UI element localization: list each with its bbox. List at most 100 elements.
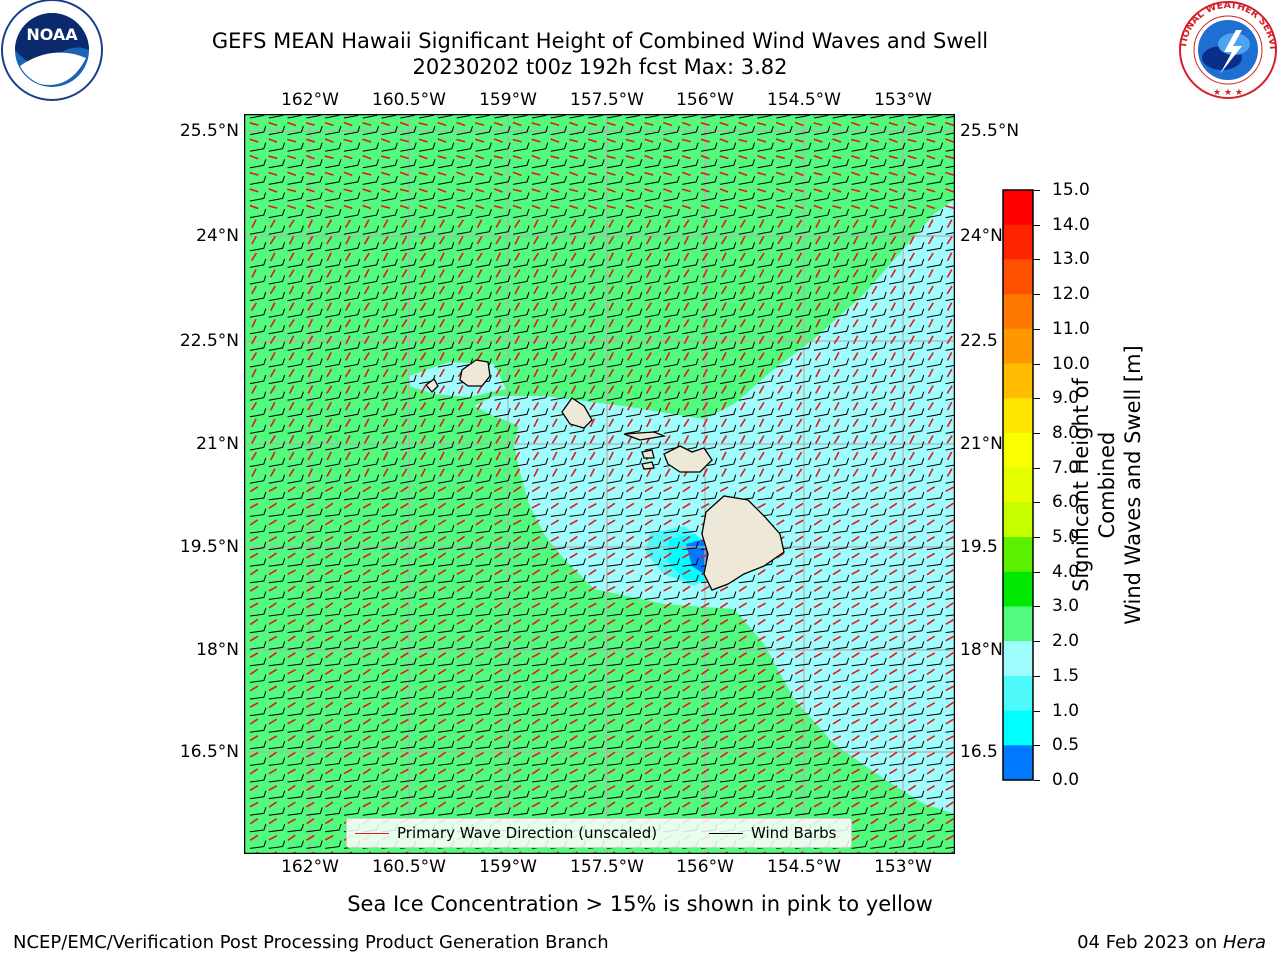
wind-barb: [400, 258, 417, 268]
wave-direction-arrow: [945, 735, 954, 742]
wave-direction-arrow: [456, 204, 466, 210]
wind-barb: [644, 358, 662, 368]
wind-barb: [287, 408, 304, 418]
wave-direction-arrow: [738, 585, 747, 593]
wind-barb: [607, 258, 624, 268]
wave-direction-arrow: [514, 435, 520, 444]
wave-direction-arrow: [550, 585, 560, 592]
wave-direction-arrow: [719, 651, 729, 659]
wind-barb: [287, 225, 304, 235]
wind-barb: [362, 391, 380, 401]
wind-barb: [926, 325, 944, 335]
wind-barb: [287, 457, 304, 468]
wind-barb: [644, 258, 662, 268]
wind-barb: [381, 341, 398, 351]
wave-direction-arrow: [888, 735, 898, 742]
wind-barb: [588, 408, 605, 418]
wave-direction-arrow: [813, 585, 823, 592]
wave-direction-arrow: [738, 718, 748, 725]
wave-direction-arrow: [456, 801, 466, 808]
wave-direction-arrow: [683, 252, 690, 262]
wind-barb: [757, 591, 774, 600]
wave-direction-arrow: [419, 768, 428, 775]
colorbar-tick-mark: [1034, 328, 1040, 330]
wave-direction-arrow: [851, 701, 860, 709]
wave-direction-arrow: [739, 252, 746, 262]
wave-direction-arrow: [870, 801, 879, 808]
wind-barb: [625, 291, 643, 302]
wave-direction-arrow: [907, 734, 917, 742]
wind-barb: [776, 757, 793, 766]
wave-direction-arrow: [794, 668, 804, 675]
wave-direction-arrow: [270, 252, 276, 262]
wave-direction-arrow: [870, 502, 879, 509]
wave-direction-arrow: [437, 701, 447, 709]
wave-direction-arrow: [927, 285, 934, 295]
wave-direction-arrow: [475, 668, 484, 676]
wave-direction-arrow: [475, 568, 484, 576]
wind-barb: [362, 275, 380, 285]
wave-direction-arrow: [306, 735, 315, 742]
wave-direction-arrow: [381, 801, 390, 808]
wind-barb: [757, 408, 774, 418]
wave-direction-arrow: [738, 734, 747, 742]
wave-direction-arrow: [644, 204, 654, 210]
wave-direction-arrow: [494, 751, 503, 759]
wave-direction-arrow: [513, 535, 522, 543]
wind-barb: [513, 707, 530, 717]
wind-barb: [945, 381, 955, 385]
wave-direction-arrow: [813, 801, 823, 808]
wind-barb: [306, 674, 323, 683]
wind-barb: [795, 657, 812, 667]
wind-barb: [381, 724, 398, 733]
wave-direction-arrow: [401, 401, 408, 411]
wave-direction-arrow: [719, 618, 729, 626]
wave-direction-arrow: [832, 602, 841, 609]
wave-direction-arrow: [287, 569, 296, 576]
wind-barb: [644, 508, 662, 517]
wind-barb: [325, 691, 342, 700]
wave-direction-arrow: [852, 468, 859, 477]
wind-barb: [776, 740, 793, 750]
wave-direction-arrow: [569, 701, 578, 709]
wave-direction-arrow: [552, 302, 558, 311]
wind-barb: [663, 225, 680, 235]
wind-barb: [663, 308, 680, 318]
wave-direction-arrow: [475, 702, 484, 708]
wind-barb: [475, 474, 492, 484]
wave-direction-arrow: [794, 121, 804, 127]
wave-direction-arrow: [606, 635, 616, 642]
wind-barb: [644, 757, 662, 766]
wave-direction-arrow: [907, 502, 917, 509]
wind-barb: [682, 225, 699, 235]
wave-direction-arrow: [269, 285, 276, 295]
wave-direction-arrow: [400, 635, 409, 642]
wave-direction-arrow: [287, 685, 296, 692]
wave-direction-arrow: [287, 635, 296, 642]
lat-label-right: 19.5: [960, 537, 998, 557]
wind-barb: [757, 258, 774, 268]
wave-direction-arrow: [702, 219, 708, 228]
wave-direction-arrow: [794, 188, 804, 193]
wind-barb: [268, 125, 286, 136]
wave-direction-arrow: [721, 451, 727, 461]
wave-direction-arrow: [644, 768, 653, 775]
wave-direction-arrow: [663, 651, 672, 659]
wave-direction-arrow: [531, 486, 541, 493]
wave-direction-arrow: [570, 252, 577, 262]
wind-barb: [381, 707, 398, 717]
wind-barb: [325, 457, 342, 468]
wind-barb: [719, 457, 737, 468]
wind-barb: [945, 182, 955, 185]
wave-direction-arrow: [739, 269, 746, 278]
wind-barb: [419, 807, 436, 816]
wave-direction-arrow: [700, 171, 710, 176]
colorbar-segment: [1003, 398, 1033, 434]
wind-barb: [870, 474, 887, 484]
wind-barb: [494, 325, 511, 335]
wave-direction-arrow: [927, 335, 934, 345]
wind-barb: [494, 192, 511, 202]
wind-barb: [907, 525, 925, 534]
wind-barb: [381, 192, 398, 202]
wind-barb: [851, 142, 868, 152]
